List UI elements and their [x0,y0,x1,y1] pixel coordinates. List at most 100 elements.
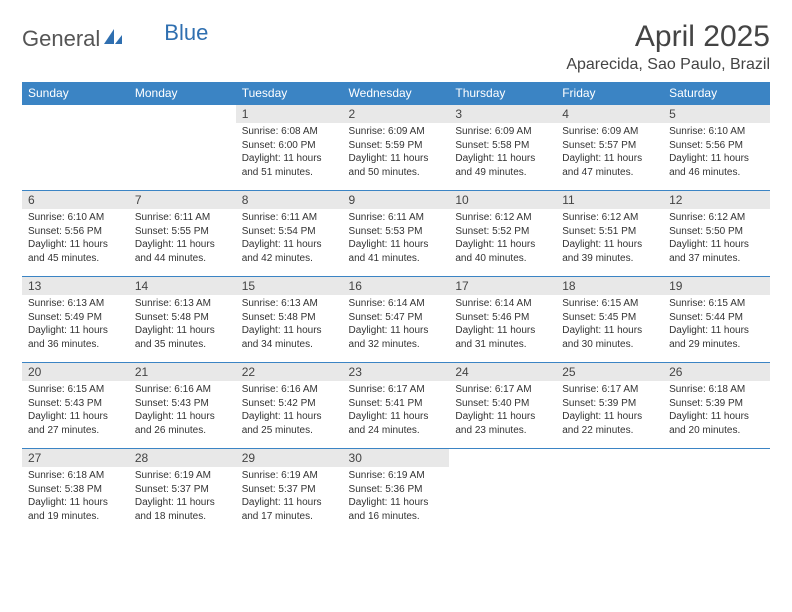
sunset-line: Sunset: 5:54 PM [242,226,316,237]
day-body: Sunrise: 6:12 AMSunset: 5:50 PMDaylight:… [663,209,770,269]
sunrise-line: Sunrise: 6:15 AM [669,298,745,309]
day-body: Sunrise: 6:12 AMSunset: 5:52 PMDaylight:… [449,209,556,269]
sunset-line: Sunset: 5:44 PM [669,312,743,323]
sunrise-line: Sunrise: 6:11 AM [349,212,424,223]
daylight-line: Daylight: 11 hours and 30 minutes. [562,325,642,350]
calendar-cell-empty [663,449,770,535]
day-number: 12 [663,191,770,209]
calendar-cell: 18Sunrise: 6:15 AMSunset: 5:45 PMDayligh… [556,277,663,363]
daylight-line: Daylight: 11 hours and 51 minutes. [242,153,322,178]
day-body: Sunrise: 6:14 AM Sunset: 5:46 PM Daylight:… [449,295,556,355]
sunrise-line: Sunrise: 6:15 AM [28,384,104,395]
day-number: 22 [236,363,343,381]
day-body: Sunrise: 6:17 AMSunset: 5:41 PMDaylight:… [343,381,450,441]
sunset-line: Sunset: 5:45 PM [562,312,636,323]
sunset-line: Sunset: 5:39 PM [669,398,743,409]
sunset-line: Sunset: 5:38 PM [28,484,102,495]
daylight-line: Daylight: 11 hours and 16 minutes. [349,497,429,522]
sunrise-line: Sunrise: 6:14 AM [349,298,425,309]
sunrise-line: Sunrise: 6:16 AM [135,384,211,395]
sunrise-line: Sunrise: 6:09 AM [562,126,638,137]
logo-sail-icon [102,27,124,52]
sunrise-line: Sunrise: 6:18 AM [669,384,745,395]
calendar-cell-empty [556,449,663,535]
daylight-line: Daylight: 11 hours and 44 minutes. [135,239,215,264]
day-number: 7 [129,191,236,209]
day-body: Sunrise: 6:17 AMSunset: 5:40 PMDaylight:… [449,381,556,441]
logo-text-general: General [22,26,100,52]
sunset-line: Sunset: 5:49 PM [28,312,102,323]
calendar-cell: 4 Sunrise: 6:09 AM Sunset: 5:57 PM Daylight… [556,105,663,191]
sunrise-line: Sunrise: 6:14 AM [455,298,531,309]
day-number: 3 [449,105,556,123]
sunrise-line: Sunrise: 6:15 AM [562,298,638,309]
day-number: 15 [236,277,343,295]
day-number: 13 [22,277,129,295]
daylight-line: Daylight: 11 hours and 20 minutes. [669,411,749,436]
day-body: Sunrise: 6:13 AMSunset: 5:48 PMDaylight:… [129,295,236,355]
calendar-cell: 11Sunrise: 6:12 AMSunset: 5:51 PMDayligh… [556,191,663,277]
daylight-line: Daylight: 11 hours and 45 minutes. [28,239,108,264]
day-number: 2 [343,105,450,123]
day-body: Sunrise: 6:13 AMSunset: 5:48 PMDaylight:… [236,295,343,355]
daylight-line: Daylight: 11 hours and 34 minutes. [242,325,322,350]
day-number: 4 [556,105,663,123]
sunset-line: Sunset: 5:40 PM [455,398,529,409]
day-number: 30 [343,449,450,467]
day-body: Sunrise: 6:15 AMSunset: 5:43 PMDaylight:… [22,381,129,441]
sunrise-line: Sunrise: 6:10 AM [669,126,745,137]
sunset-line: Sunset: 5:56 PM [28,226,102,237]
day-body: Sunrise: 6:10 AMSunset: 5:56 PMDaylight:… [22,209,129,269]
day-number: 6 [22,191,129,209]
day-body: Sunrise: 6:15 AM Sunset: 5:44 PM Daylight:… [663,295,770,355]
sunrise-line: Sunrise: 6:18 AM [28,470,104,481]
daylight-line: Daylight: 11 hours and 35 minutes. [135,325,215,350]
calendar-cell: 27 Sunrise: 6:18 AM Sunset: 5:38 PM Dayligh… [22,449,129,535]
day-body: Sunrise: 6:19 AMSunset: 5:37 PMDaylight:… [236,467,343,527]
daylight-line: Daylight: 11 hours and 22 minutes. [562,411,642,436]
sunrise-line: Sunrise: 6:19 AM [135,470,211,481]
day-body: Sunrise: 6:09 AM Sunset: 5:57 PM Daylight:… [556,123,663,183]
calendar-cell: 23Sunrise: 6:17 AMSunset: 5:41 PMDayligh… [343,363,450,449]
daylight-line: Daylight: 11 hours and 31 minutes. [455,325,535,350]
day-body: Sunrise: 6:19 AMSunset: 5:37 PMDaylight:… [129,467,236,527]
weekday-header: Tuesday [236,82,343,105]
sunset-line: Sunset: 5:46 PM [455,312,529,323]
sunset-line: Sunset: 5:43 PM [28,398,102,409]
day-number: 8 [236,191,343,209]
sunset-line: Sunset: 5:59 PM [349,140,423,151]
location: Aparecida, Sao Paulo, Brazil [566,56,770,74]
sunset-line: Sunset: 5:36 PM [349,484,423,495]
sunset-line: Sunset: 5:57 PM [562,140,636,151]
calendar-cell: 29Sunrise: 6:19 AMSunset: 5:37 PMDayligh… [236,449,343,535]
day-number: 25 [556,363,663,381]
calendar-cell: 3Sunrise: 6:09 AMSunset: 5:58 PMDaylight… [449,105,556,191]
sunrise-line: Sunrise: 6:12 AM [562,212,638,223]
calendar-cell: 9Sunrise: 6:11 AMSunset: 5:53 PMDaylight… [343,191,450,277]
calendar-cell: 10Sunrise: 6:12 AMSunset: 5:52 PMDayligh… [449,191,556,277]
calendar-cell: 24Sunrise: 6:17 AMSunset: 5:40 PMDayligh… [449,363,556,449]
day-body: Sunrise: 6:18 AM Sunset: 5:39 PM Daylight:… [663,381,770,441]
daylight-line: Daylight: 11 hours and 19 minutes. [28,497,108,522]
sunset-line: Sunset: 5:37 PM [242,484,316,495]
sunset-line: Sunset: 5:43 PM [135,398,209,409]
calendar-row: 13Sunrise: 6:13 AMSunset: 5:49 PMDayligh… [22,277,770,363]
calendar-cell: 13Sunrise: 6:13 AMSunset: 5:49 PMDayligh… [22,277,129,363]
daylight-line: Daylight: 11 hours and 47 minutes. [562,153,642,178]
sunrise-line: Sunrise: 6:17 AM [455,384,531,395]
day-number: 27 [22,449,129,467]
weekday-header-row: SundayMondayTuesdayWednesdayThursdayFrid… [22,82,770,105]
calendar-cell-empty [129,105,236,191]
daylight-line: Daylight: 11 hours and 29 minutes. [669,325,749,350]
day-number: 5 [663,105,770,123]
sunset-line: Sunset: 5:55 PM [135,226,209,237]
day-number: 11 [556,191,663,209]
sunrise-line: Sunrise: 6:11 AM [242,212,317,223]
header: General Blue April 2025 Aparecida, Sao P… [22,20,770,74]
day-body: Sunrise: 6:09 AMSunset: 5:59 PMDaylight:… [343,123,450,183]
logo-text-blue: Blue [164,20,208,46]
weekday-header: Saturday [663,82,770,105]
sunrise-line: Sunrise: 6:19 AM [349,470,425,481]
daylight-line: Daylight: 11 hours and 24 minutes. [349,411,429,436]
calendar-cell: 1Sunrise: 6:08 AMSunset: 6:00 PMDaylight… [236,105,343,191]
